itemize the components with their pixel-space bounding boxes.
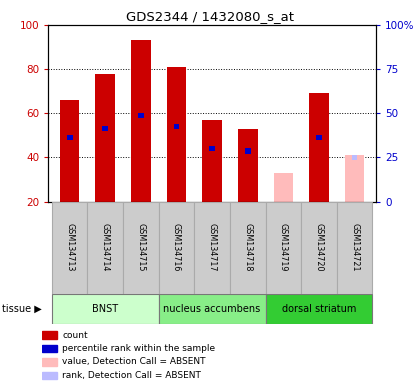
Bar bbox=[273, 173, 293, 202]
Bar bbox=[209, 146, 215, 151]
Text: GSM134720: GSM134720 bbox=[315, 223, 323, 272]
Bar bbox=[167, 67, 186, 202]
Text: percentile rank within the sample: percentile rank within the sample bbox=[62, 344, 215, 353]
Bar bbox=[123, 202, 159, 294]
Bar bbox=[245, 148, 251, 154]
Bar bbox=[265, 202, 301, 294]
Text: GSM134721: GSM134721 bbox=[350, 223, 359, 272]
Text: GSM134718: GSM134718 bbox=[243, 223, 252, 272]
Bar bbox=[159, 202, 194, 294]
Bar bbox=[337, 202, 373, 294]
Bar bbox=[102, 126, 108, 131]
Bar bbox=[52, 294, 159, 324]
Bar bbox=[159, 294, 265, 324]
Bar bbox=[345, 155, 364, 202]
Bar bbox=[87, 202, 123, 294]
Text: GSM134719: GSM134719 bbox=[279, 223, 288, 272]
Bar bbox=[42, 372, 57, 379]
Bar bbox=[265, 294, 373, 324]
Text: GSM134713: GSM134713 bbox=[65, 223, 74, 272]
Text: count: count bbox=[62, 331, 88, 339]
Bar bbox=[352, 155, 357, 160]
Bar bbox=[309, 93, 329, 202]
Bar bbox=[42, 345, 57, 352]
Bar bbox=[194, 202, 230, 294]
Bar bbox=[316, 135, 322, 140]
Bar bbox=[60, 100, 79, 202]
Text: rank, Detection Call = ABSENT: rank, Detection Call = ABSENT bbox=[62, 371, 201, 380]
Bar bbox=[173, 124, 179, 129]
Bar bbox=[202, 120, 222, 202]
Bar bbox=[131, 40, 151, 202]
Bar bbox=[67, 135, 73, 140]
Text: GSM134717: GSM134717 bbox=[207, 223, 217, 272]
Text: BNST: BNST bbox=[92, 304, 118, 314]
Text: dorsal striatum: dorsal striatum bbox=[282, 304, 356, 314]
Bar bbox=[52, 202, 87, 294]
Bar bbox=[238, 129, 257, 202]
Text: GSM134716: GSM134716 bbox=[172, 223, 181, 272]
Text: value, Detection Call = ABSENT: value, Detection Call = ABSENT bbox=[62, 358, 206, 366]
Text: tissue ▶: tissue ▶ bbox=[2, 304, 42, 314]
Text: GSM134715: GSM134715 bbox=[136, 223, 145, 272]
Bar bbox=[230, 202, 265, 294]
Text: nucleus accumbens: nucleus accumbens bbox=[163, 304, 261, 314]
Bar bbox=[95, 73, 115, 202]
Bar bbox=[301, 202, 337, 294]
Text: GDS2344 / 1432080_s_at: GDS2344 / 1432080_s_at bbox=[126, 10, 294, 23]
Bar bbox=[42, 358, 57, 366]
Bar bbox=[138, 113, 144, 118]
Text: GSM134714: GSM134714 bbox=[101, 223, 110, 272]
Bar bbox=[42, 331, 57, 339]
